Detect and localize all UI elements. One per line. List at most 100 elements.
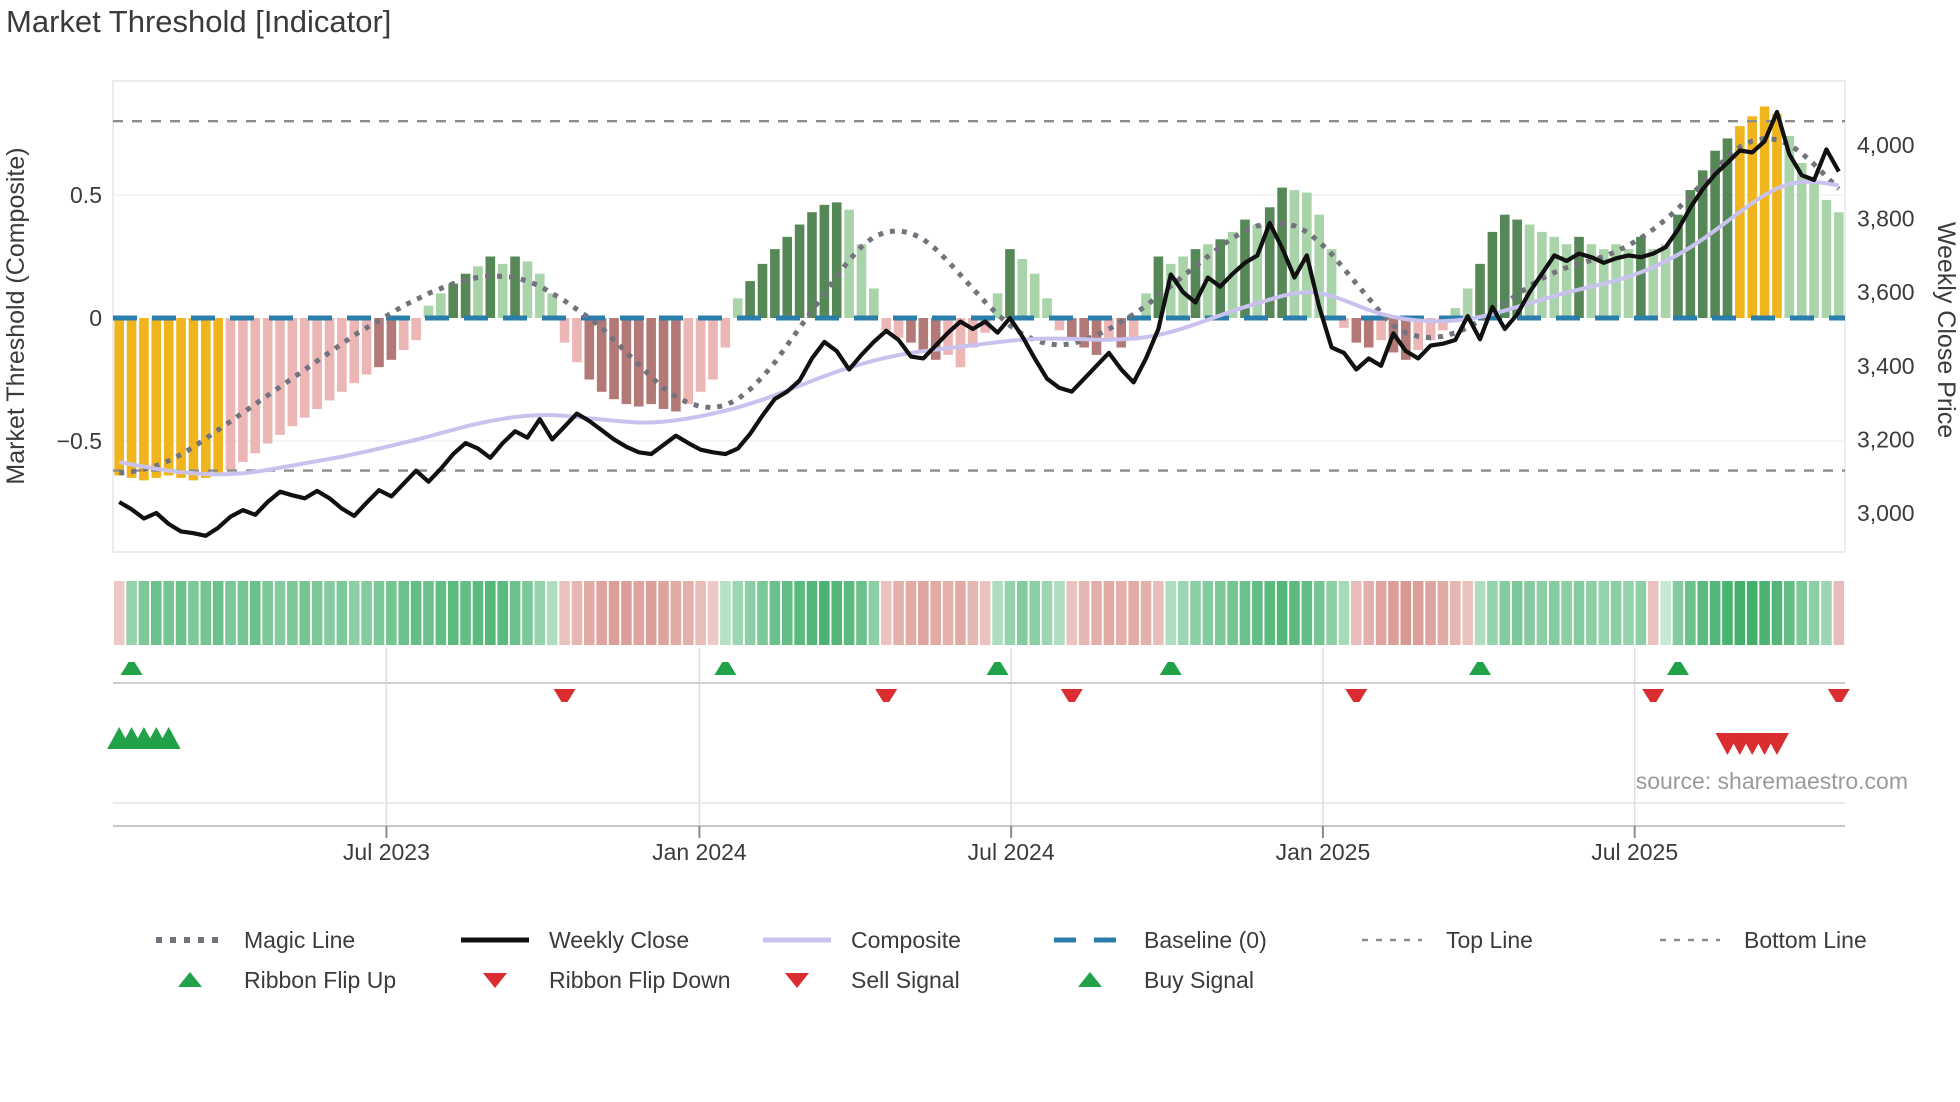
threshold-bar (349, 318, 360, 384)
threshold-bar (448, 283, 459, 318)
ribbon-cell (1746, 581, 1758, 645)
threshold-bar (1326, 249, 1337, 318)
threshold-bar (980, 318, 990, 333)
threshold-bar (213, 318, 223, 476)
threshold-bar (547, 293, 557, 318)
ribbon-cell (608, 581, 620, 645)
threshold-bar (1401, 318, 1411, 360)
threshold-bar (1561, 244, 1572, 318)
threshold-bar (1512, 219, 1522, 318)
y-tick-right: 3,600 (1857, 279, 1915, 305)
bottom-zone-grid (385, 648, 1636, 826)
ribbon-flip-up-icon (1469, 662, 1492, 675)
legend-item-magic[interactable]: Magic Line (150, 926, 355, 954)
legend-item-baseline[interactable]: Baseline (0) (1050, 926, 1267, 954)
x-tick-label: Jul 2023 (343, 839, 430, 865)
ribbon-cell (1660, 581, 1671, 645)
ribbon-cell (311, 581, 323, 645)
legend-label: Bottom Line (1744, 926, 1867, 953)
ribbon-cell (1499, 581, 1511, 645)
threshold-bar (794, 224, 805, 318)
y-tick-right: 3,400 (1857, 353, 1915, 379)
threshold-bar (398, 318, 409, 350)
ribbon-cell (1301, 581, 1313, 645)
threshold-bar (374, 318, 384, 368)
threshold-bar (188, 318, 199, 481)
ribbon-cell (893, 581, 904, 645)
legend-item-ribbon-flip-up[interactable]: Ribbon Flip Up (150, 966, 396, 994)
ribbon-cell (534, 581, 546, 645)
legend-item-top-line[interactable]: Top Line (1352, 926, 1533, 954)
threshold-bar (782, 236, 793, 318)
ribbon-flip-down-icon (1642, 689, 1665, 702)
left-axis-title: Market Threshold (Composite) (2, 147, 30, 484)
ribbon-cell (1635, 581, 1647, 645)
threshold-bar (1017, 258, 1028, 318)
threshold-bar (658, 318, 669, 410)
legend-item-bottom-line[interactable]: Bottom Line (1650, 926, 1867, 954)
ribbon-cell (386, 581, 397, 645)
ribbon-cell (435, 581, 447, 645)
threshold-bar (819, 204, 830, 318)
ribbon-cell (1462, 581, 1473, 645)
x-tick-label: Jan 2025 (1276, 839, 1371, 865)
threshold-bar (683, 318, 694, 405)
threshold-bar (1710, 150, 1720, 318)
threshold-bar (1759, 106, 1770, 318)
threshold-bar (1549, 236, 1560, 318)
legend-label: Magic Line (244, 926, 356, 953)
ribbon-cell (1487, 581, 1498, 645)
ribbon-cell (769, 581, 781, 645)
ribbon-cell (126, 581, 137, 645)
threshold-bar (1376, 318, 1386, 341)
ribbon-cell (868, 581, 880, 645)
ribbon-cell (447, 581, 459, 645)
threshold-bar (869, 288, 879, 318)
threshold-bar (918, 318, 929, 353)
ribbon-cell (1313, 581, 1325, 645)
threshold-bar (114, 318, 124, 476)
threshold-bar (1215, 239, 1226, 318)
threshold-bar (1834, 212, 1844, 318)
ribbon-cell (1400, 581, 1412, 645)
x-tick-label: Jul 2024 (968, 839, 1055, 865)
threshold-bar (906, 318, 916, 343)
threshold-bar (695, 318, 706, 392)
ribbon-cell (757, 581, 768, 645)
threshold-bar (1289, 190, 1300, 318)
ribbon-cell (237, 581, 249, 645)
legend-label: Top Line (1446, 926, 1533, 953)
legend-item-weekly-close[interactable]: Weekly Close (455, 926, 689, 954)
ribbon-cell (1833, 581, 1845, 645)
ribbon-cell (1363, 581, 1374, 645)
threshold-bar (1066, 318, 1077, 338)
threshold-bar (1091, 318, 1102, 355)
threshold-bar (1475, 263, 1485, 318)
legend-item-composite[interactable]: Composite (757, 926, 961, 954)
y-tick-right: 4,000 (1857, 132, 1915, 158)
legend-item-buy-signal[interactable]: Buy Signal (1050, 966, 1254, 994)
plot-gridlines (113, 194, 1845, 442)
ribbon-cell (992, 581, 1003, 645)
threshold-bar (1029, 273, 1040, 318)
ribbon-cell (1165, 581, 1177, 645)
threshold-bar (708, 318, 718, 380)
page-title: Market Threshold [Indicator] (6, 4, 392, 39)
composite-swatch (763, 937, 831, 943)
sell-signal-markers (1715, 733, 1789, 755)
threshold-bar (386, 318, 397, 360)
legend-item-sell-signal[interactable]: Sell Signal (757, 966, 960, 994)
ribbon-cell (707, 581, 719, 645)
ribbon-cell (1227, 581, 1238, 645)
threshold-bar (1425, 318, 1436, 341)
right-axis-title: Weekly Close Price (1932, 222, 1960, 438)
ribbon-cell (1697, 581, 1709, 645)
ribbon-cell (1573, 581, 1585, 645)
threshold-bar (1697, 170, 1708, 318)
threshold-bar (596, 318, 607, 392)
threshold-bar (1153, 256, 1164, 318)
legend-item-ribbon-flip-down[interactable]: Ribbon Flip Down (455, 966, 731, 994)
threshold-bar (497, 263, 508, 318)
